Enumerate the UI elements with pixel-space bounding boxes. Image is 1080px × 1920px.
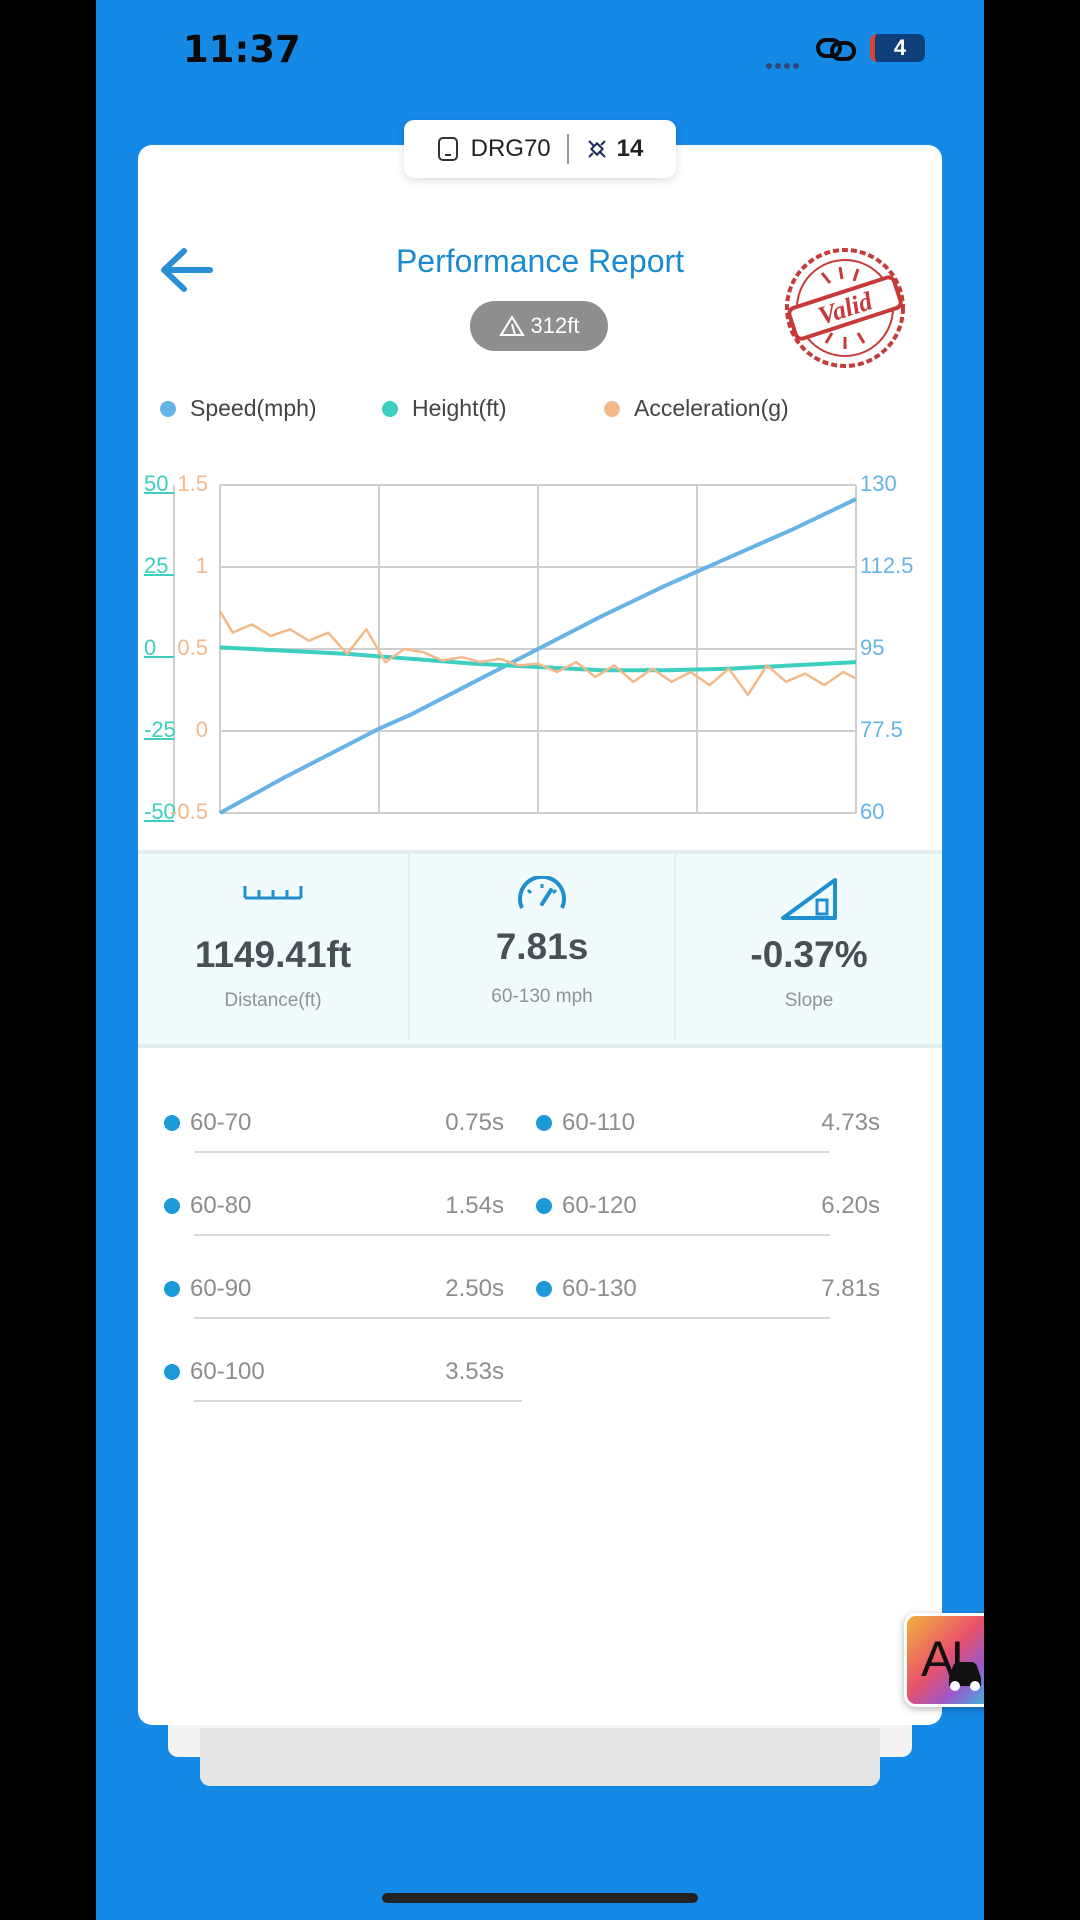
metric-value: 7.81s <box>495 926 589 967</box>
satellite-icon <box>587 140 606 158</box>
back-arrow-icon[interactable] <box>158 245 214 295</box>
metric-label: 60-130 mph <box>491 986 593 1007</box>
divider <box>674 854 676 1040</box>
legend-label: Height(ft) <box>412 395 507 421</box>
legend-item-acceleration[interactable]: Acceleration(g) <box>604 395 789 422</box>
acceleration-tick-label: 1 <box>196 553 208 578</box>
acceleration-tick-label: -0.5 <box>170 799 208 824</box>
split-time: 6.20s <box>821 1192 880 1219</box>
split-range: 60-80 <box>190 1192 252 1219</box>
home-indicator[interactable] <box>382 1893 698 1903</box>
bullet-icon <box>536 1198 552 1214</box>
bullet-icon <box>164 1198 180 1214</box>
satellite-count: 14 <box>616 135 644 162</box>
split-row: 60-90 2.50s <box>164 1243 504 1326</box>
mountain-icon <box>498 315 525 336</box>
height-tick-label: 0 <box>144 635 156 660</box>
valid-stamp: Valid <box>785 248 905 368</box>
speedometer-icon <box>518 876 566 909</box>
metric-label: Distance(ft) <box>224 990 322 1011</box>
split-time: 2.50s <box>445 1275 504 1302</box>
bullet-icon <box>536 1281 552 1297</box>
acceleration-tick-label: 0.5 <box>177 635 208 660</box>
divider <box>408 854 410 1040</box>
metric-value: -0.37% <box>750 934 868 975</box>
page-title: Performance Report <box>395 243 685 279</box>
speed-tick-label: 77.5 <box>860 717 903 742</box>
row-divider <box>194 1234 830 1236</box>
split-time: 7.81s <box>821 1275 880 1302</box>
card-stack-shadow <box>200 1728 880 1786</box>
split-time: 4.73s <box>821 1109 880 1136</box>
bullet-icon <box>164 1364 180 1380</box>
series-line-acceleration <box>218 610 857 697</box>
speed-tick-label: 95 <box>860 635 884 660</box>
legend-dot <box>160 400 176 417</box>
acceleration-tick-label: 1.5 <box>177 471 208 496</box>
legend-label: Acceleration(g) <box>634 395 789 421</box>
series-line-height <box>219 645 857 673</box>
metrics-panel: 1149.41ft Distance(ft) 7.81s 60-130 mph <box>138 850 942 1048</box>
height-tick-label: 50 <box>144 471 168 496</box>
split-time: 0.75s <box>445 1109 504 1136</box>
status-icons: 4 <box>766 34 926 69</box>
split-row: 60-70 0.75s <box>164 1077 504 1160</box>
split-range: 60-70 <box>190 1109 252 1136</box>
signal-dots-icon <box>766 56 802 74</box>
phone-screen: 11:37 4 DRG70 14 Performance Report <box>96 0 984 1920</box>
legend-dot <box>382 400 398 417</box>
row-divider <box>194 1400 522 1402</box>
device-icon <box>437 137 458 161</box>
split-row: 60-80 1.54s <box>164 1160 504 1243</box>
car-icon <box>949 1662 981 1691</box>
height-tick-label: -25 <box>144 717 176 742</box>
slope-icon <box>781 878 837 920</box>
legend-dot <box>604 400 620 417</box>
split-time: 1.54s <box>445 1192 504 1219</box>
device-name: DRG70 <box>470 135 551 162</box>
divider <box>566 134 569 164</box>
split-range: 60-90 <box>190 1275 252 1302</box>
device-pill[interactable]: DRG70 14 <box>404 120 676 178</box>
row-divider <box>194 1317 830 1319</box>
battery-indicator: 4 <box>870 34 925 62</box>
split-range: 60-120 <box>562 1192 637 1219</box>
speed-tick-label: 130 <box>860 471 897 496</box>
split-row: 60-130 7.81s <box>536 1243 880 1326</box>
performance-chart: 50 1.5 130 25 1 112.5 0 0.5 95 -25 0 77.5 -50-0.5 60 <box>144 471 913 824</box>
metric-label: Slope <box>784 990 834 1011</box>
ruler-icon <box>243 886 303 900</box>
altitude-badge: 312ft <box>470 301 608 351</box>
split-range: 60-110 <box>562 1109 635 1136</box>
metric-value: 1149.41ft <box>194 934 352 975</box>
report-card: Performance Report 312ft Valid Speed(mph… <box>138 145 942 1725</box>
acceleration-tick-label: 0 <box>196 717 208 742</box>
bullet-icon <box>536 1115 552 1131</box>
row-divider <box>194 1151 830 1153</box>
altitude-value: 312ft <box>530 313 580 338</box>
split-row: 60-100 3.53s <box>164 1326 504 1409</box>
split-row: 60-110 4.73s <box>536 1077 880 1160</box>
link-icon <box>816 38 856 61</box>
split-range: 60-130 <box>562 1275 637 1302</box>
ai-assistant-button[interactable]: AI <box>904 1613 984 1707</box>
metric-slope: -0.37% Slope <box>676 854 942 1040</box>
chart-legend: Speed(mph) Height(ft) Acceleration(g) <box>160 395 940 435</box>
height-tick-label: -50 <box>144 799 176 824</box>
bullet-icon <box>164 1281 180 1297</box>
metric-distance: 1149.41ft Distance(ft) <box>138 854 408 1040</box>
legend-label: Speed(mph) <box>190 395 317 421</box>
height-tick-label: 25 <box>144 553 168 578</box>
split-range: 60-100 <box>190 1358 265 1385</box>
bullet-icon <box>164 1115 180 1131</box>
legend-item-height[interactable]: Height(ft) <box>382 395 507 422</box>
speed-tick-label: 112.5 <box>860 553 913 578</box>
status-time: 11:37 <box>183 28 301 71</box>
split-row: 60-120 6.20s <box>536 1160 880 1243</box>
speed-tick-label: 60 <box>860 799 884 824</box>
legend-item-speed[interactable]: Speed(mph) <box>160 395 317 422</box>
metric-time: 7.81s 60-130 mph <box>410 854 674 1040</box>
split-time: 3.53s <box>445 1358 504 1385</box>
